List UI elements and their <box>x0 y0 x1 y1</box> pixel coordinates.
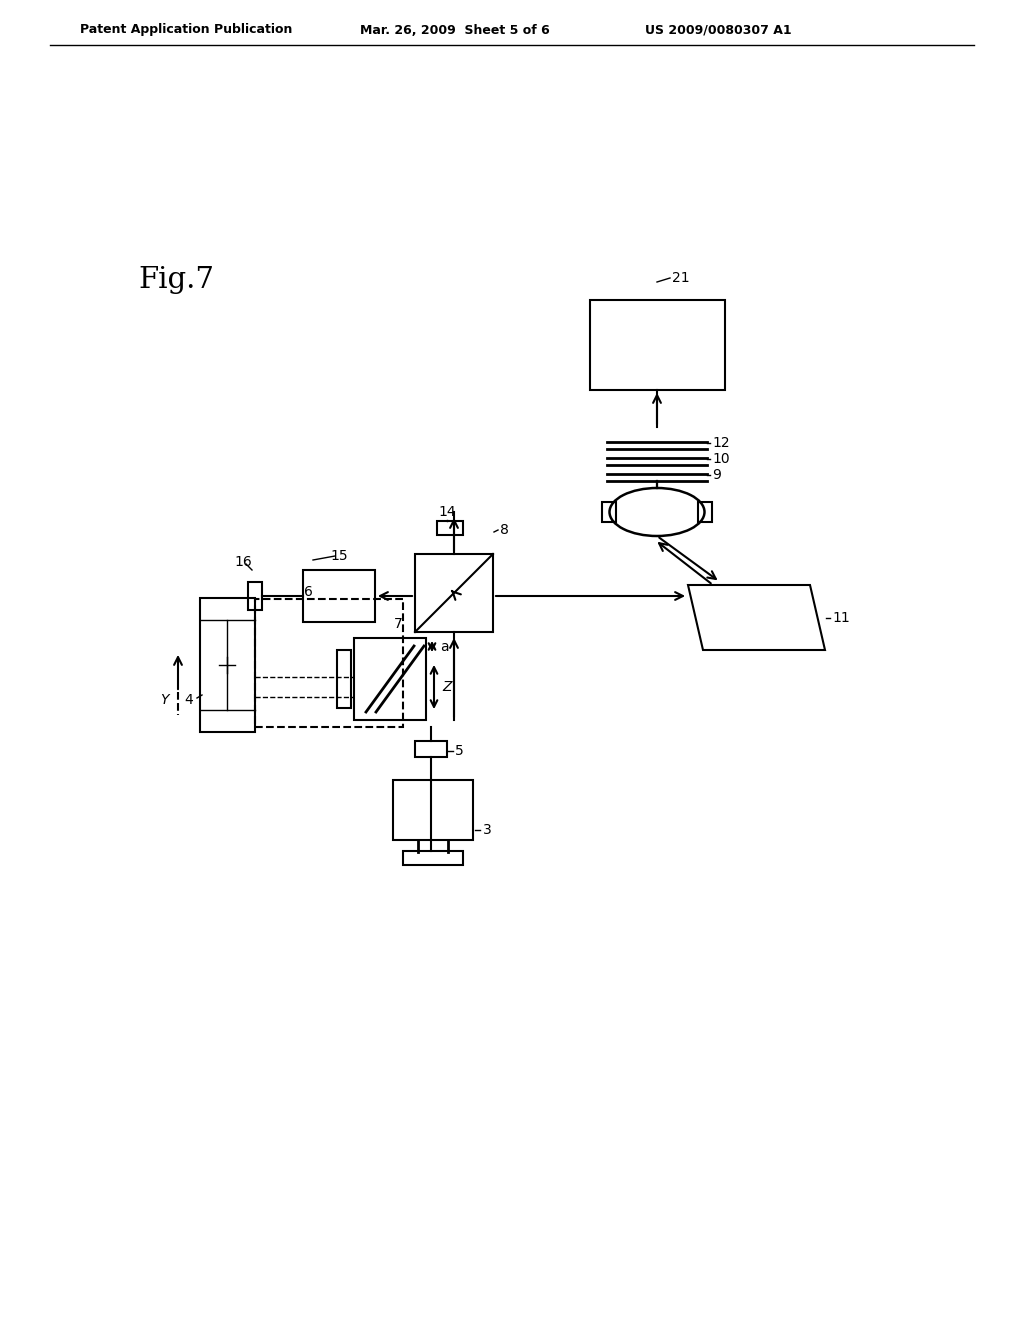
Text: Y: Y <box>160 693 168 708</box>
Text: 7: 7 <box>393 616 402 631</box>
Text: Fig.7: Fig.7 <box>138 267 214 294</box>
Bar <box>337 649 351 708</box>
Bar <box>255 599 403 727</box>
Bar <box>303 570 375 622</box>
Text: 3: 3 <box>483 822 492 837</box>
Text: US 2009/0080307 A1: US 2009/0080307 A1 <box>645 24 792 37</box>
Text: 15: 15 <box>330 549 348 564</box>
Text: 10: 10 <box>712 451 730 466</box>
Bar <box>602 502 616 521</box>
Bar <box>415 554 493 632</box>
Text: 21: 21 <box>672 271 689 285</box>
Text: Patent Application Publication: Patent Application Publication <box>80 24 293 37</box>
Text: Z: Z <box>442 680 452 694</box>
Text: 6: 6 <box>303 585 312 599</box>
Text: 9: 9 <box>712 469 721 482</box>
Bar <box>698 502 712 521</box>
Text: 4: 4 <box>184 693 193 708</box>
Text: 5: 5 <box>455 744 464 758</box>
Text: 14: 14 <box>438 506 456 519</box>
Bar <box>415 741 447 756</box>
Text: 8: 8 <box>500 523 509 537</box>
Text: 12: 12 <box>712 436 730 450</box>
Text: Mar. 26, 2009  Sheet 5 of 6: Mar. 26, 2009 Sheet 5 of 6 <box>360 24 550 37</box>
Text: 16: 16 <box>234 554 252 569</box>
Bar <box>403 851 463 865</box>
Bar <box>248 582 262 610</box>
Text: a: a <box>440 640 449 653</box>
Text: 11: 11 <box>831 611 850 624</box>
Bar <box>200 598 255 733</box>
Bar <box>590 300 725 389</box>
Bar <box>354 638 426 719</box>
Bar <box>437 521 463 535</box>
Bar <box>393 780 473 840</box>
